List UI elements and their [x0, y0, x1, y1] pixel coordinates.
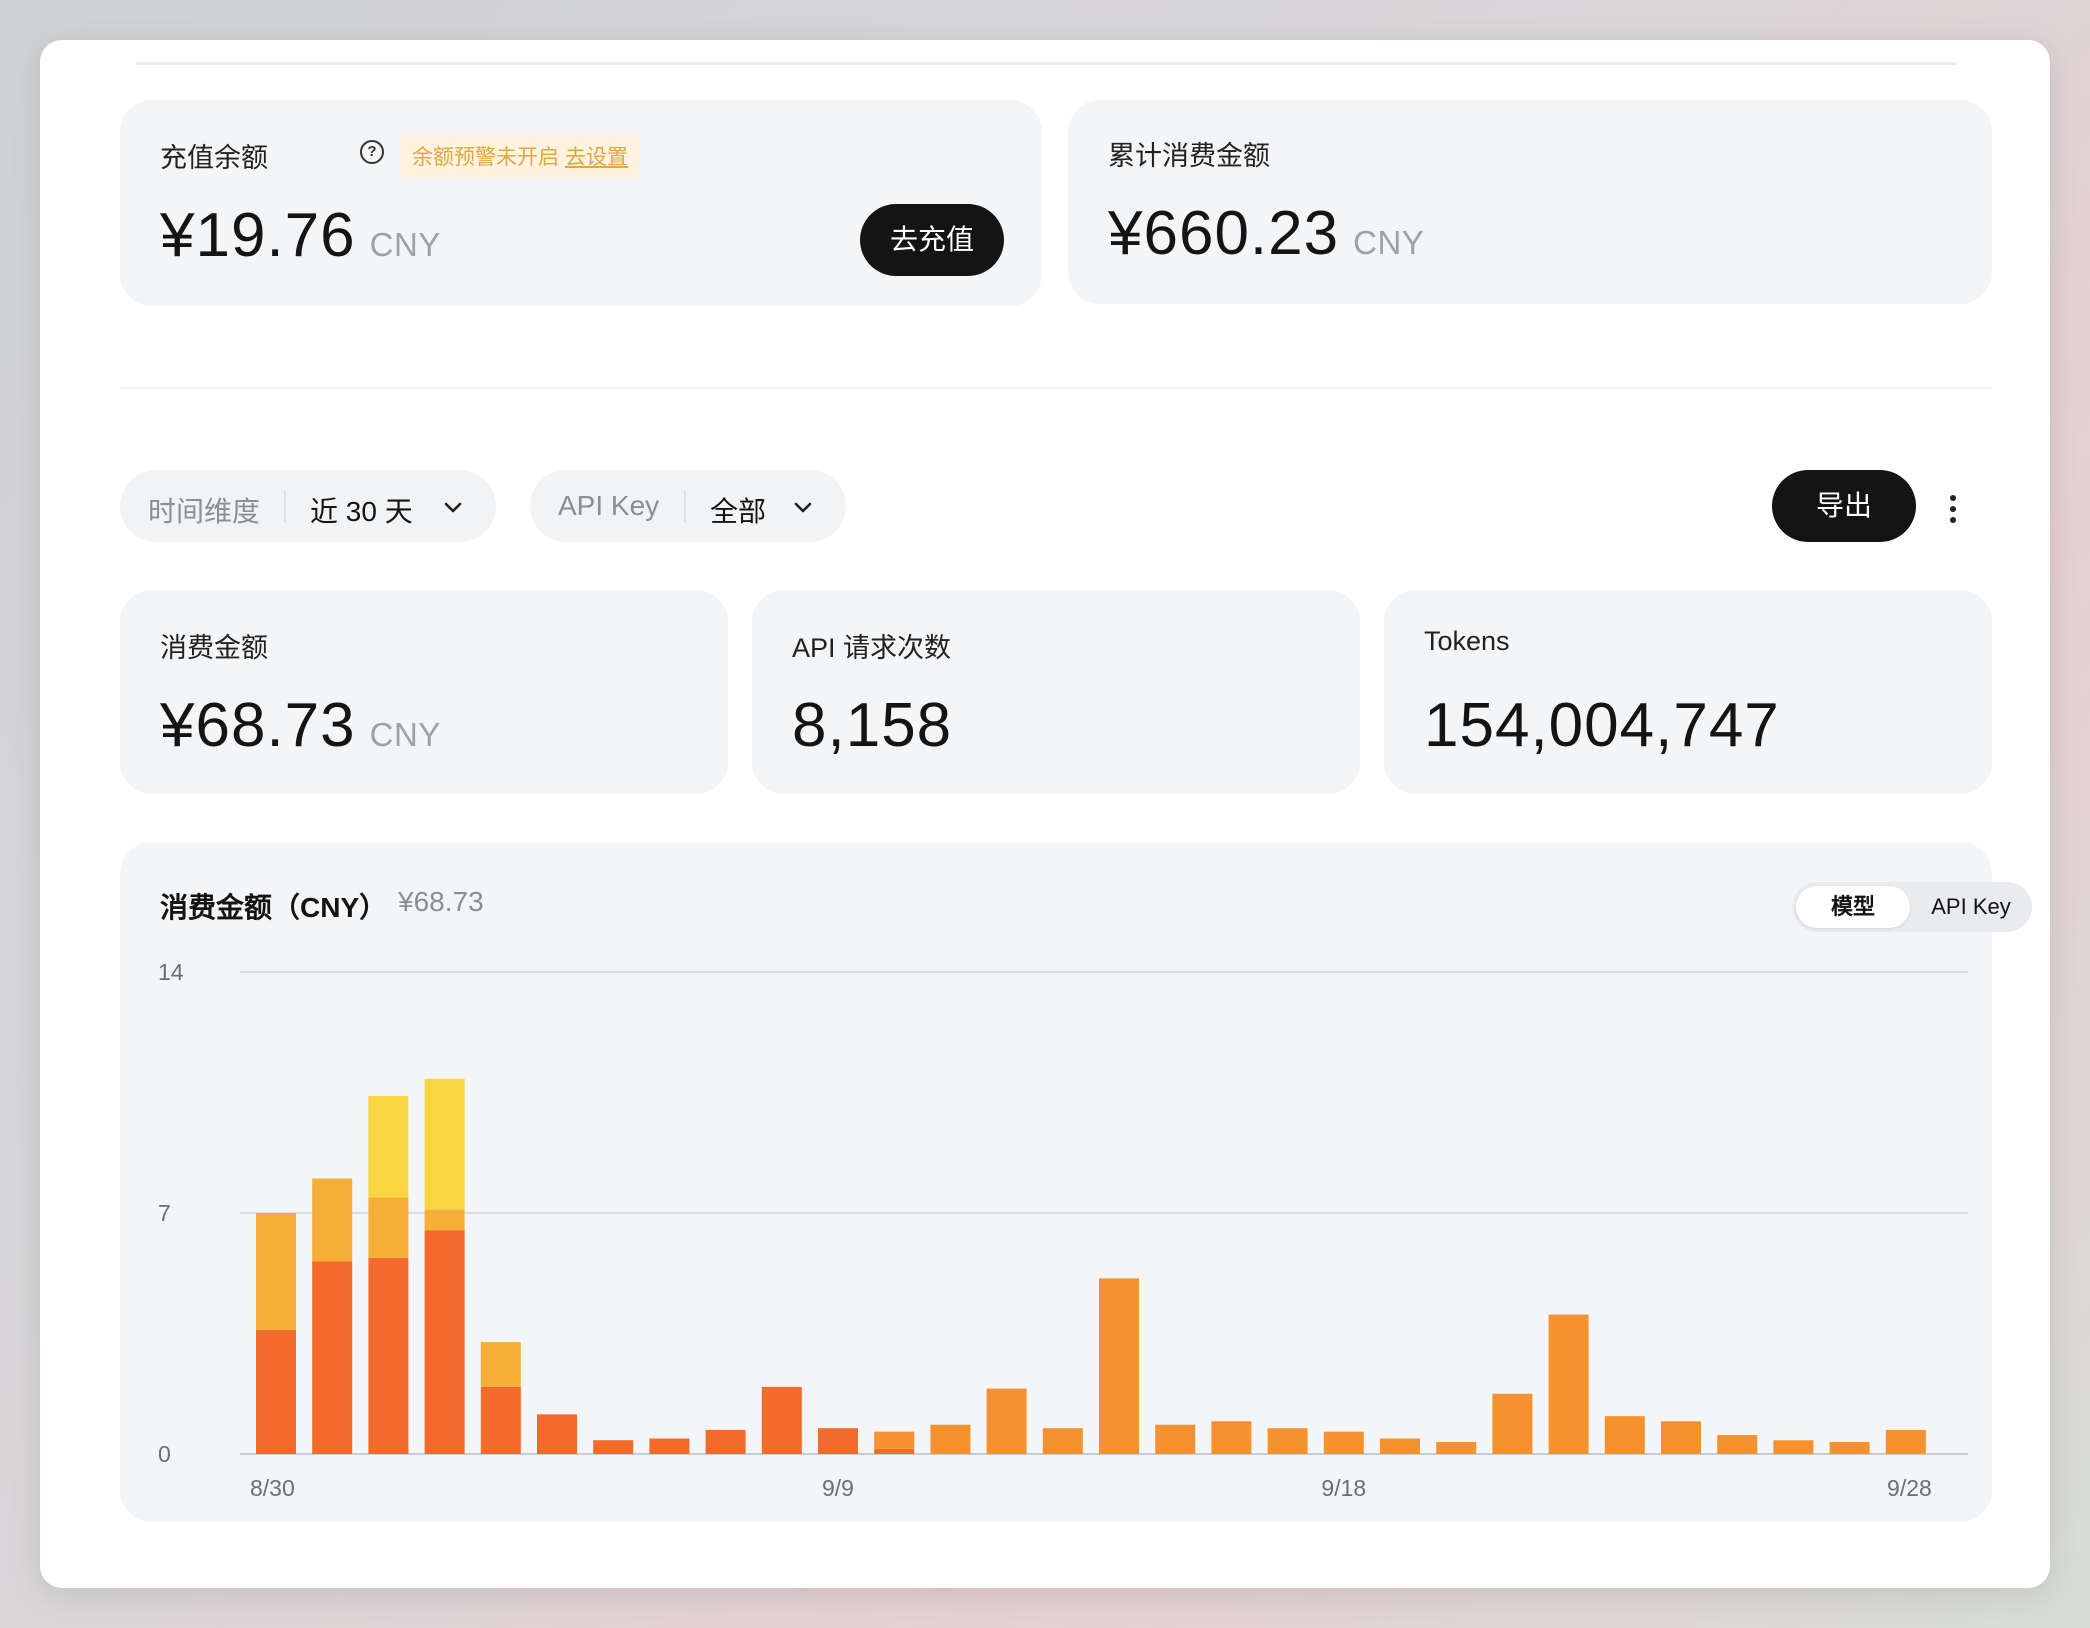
bar-segment[interactable]	[1885, 1429, 1926, 1454]
total-spend-amount: ¥660.23 CNY	[1108, 198, 1424, 269]
balance-amount: ¥19.76 CNY	[160, 200, 441, 271]
app-window: 充值余额 ? 余额预警未开启 去设置 ¥19.76 CNY 去充值 累计消费金额 ¥…	[40, 40, 2050, 1588]
toggle-model[interactable]: 模型	[1796, 886, 1910, 928]
bar-segment[interactable]	[368, 1197, 409, 1258]
bar-segment[interactable]	[1267, 1428, 1308, 1454]
requests-stat-card: API 请求次数 8,158	[752, 590, 1360, 794]
bar-segment[interactable]	[705, 1429, 746, 1454]
bar-segment[interactable]	[986, 1388, 1027, 1454]
y-tick-label: 7	[158, 1200, 171, 1226]
y-tick-label: 0	[158, 1441, 171, 1467]
more-options-icon[interactable]	[1950, 495, 1958, 528]
bar-segment[interactable]	[1380, 1438, 1420, 1454]
bar-segment[interactable]	[1773, 1440, 1814, 1454]
bar-segment[interactable]	[1211, 1421, 1252, 1454]
bar-segment[interactable]	[424, 1209, 465, 1231]
total-spend-value: ¥660.23	[1108, 199, 1340, 268]
api-key-value: 全部	[710, 496, 767, 527]
total-spend-unit: CNY	[1353, 224, 1425, 261]
api-key-separator	[684, 490, 686, 522]
bar-segment[interactable]	[1155, 1424, 1196, 1454]
total-spend-label: 累计消费金额	[1108, 141, 1270, 171]
bar-segment[interactable]	[1436, 1441, 1477, 1454]
spend-stat-amount: ¥68.73 CNY	[160, 690, 441, 761]
time-range-value: 近 30 天	[310, 496, 413, 527]
y-tick-label: 14	[158, 959, 184, 985]
spend-chart-card: 消费金额（CNY） ¥68.73 模型 API Key 0 7 14 8/30 9/9 9…	[120, 842, 2032, 1522]
bar-segment[interactable]	[1492, 1393, 1533, 1454]
chevron-down-icon	[444, 502, 462, 513]
bar-segment[interactable]	[1661, 1421, 1701, 1454]
warning-text: 余额预警未开启	[412, 146, 559, 169]
tokens-stat-card: Tokens 154,004,747	[1384, 590, 1992, 794]
bar-segment[interactable]	[818, 1428, 858, 1454]
requests-stat-label: API 请求次数	[792, 633, 952, 663]
warning-settings-link[interactable]: 去设置	[565, 146, 628, 169]
requests-stat-value: 8,158	[792, 691, 953, 760]
bar-segment[interactable]	[537, 1414, 577, 1454]
recharge-button[interactable]: 去充值	[860, 204, 1004, 276]
bar-segment[interactable]	[1323, 1431, 1364, 1454]
bar-segment[interactable]	[256, 1213, 296, 1331]
api-key-select[interactable]: API Key 全部	[530, 470, 846, 542]
spend-stat-label: 消费金额	[160, 633, 268, 663]
bar-segment[interactable]	[874, 1431, 915, 1449]
export-button[interactable]: 导出	[1772, 470, 1916, 542]
bar-segment[interactable]	[1717, 1435, 1758, 1454]
group-by-toggle: 模型 API Key	[1792, 882, 2032, 932]
balance-unit: CNY	[369, 226, 441, 263]
x-tick-label: 9/9	[822, 1475, 854, 1501]
x-tick-label: 9/28	[1887, 1475, 1932, 1501]
bar-segment[interactable]	[312, 1261, 353, 1454]
balance-card: 充值余额 ? 余额预警未开启 去设置 ¥19.76 CNY 去充值	[120, 100, 1042, 306]
bar-segment[interactable]	[312, 1178, 353, 1262]
x-tick-label: 9/18	[1321, 1475, 1366, 1501]
time-range-label: 时间维度	[148, 496, 261, 527]
spend-stat-value: ¥68.73	[160, 691, 356, 760]
bar-segment[interactable]	[424, 1230, 465, 1454]
balance-value: ¥19.76	[160, 201, 356, 270]
toggle-api-key[interactable]: API Key	[1931, 894, 2011, 919]
chart-title: 消费金额（CNY）	[160, 892, 388, 923]
bar-segment[interactable]	[874, 1448, 915, 1454]
bar-segment[interactable]	[368, 1095, 409, 1198]
bar-segment[interactable]	[649, 1438, 690, 1454]
bar-segment[interactable]	[368, 1257, 409, 1454]
bar-segment[interactable]	[480, 1342, 521, 1387]
spend-stat-unit: CNY	[369, 716, 441, 753]
tokens-stat-value: 154,004,747	[1424, 691, 1780, 760]
spend-bar-chart: 0 7 14 8/30 9/9 9/18 9/28	[158, 959, 1968, 1501]
top-divider	[136, 62, 1956, 65]
chart-total: ¥68.73	[398, 886, 484, 917]
bar-segment[interactable]	[930, 1424, 971, 1454]
bar-segment[interactable]	[424, 1078, 465, 1210]
bar-segment[interactable]	[480, 1386, 521, 1454]
x-tick-label: 8/30	[250, 1475, 295, 1501]
balance-warning-badge: 余额预警未开启 去设置	[400, 134, 640, 178]
bar-segment[interactable]	[1099, 1278, 1139, 1454]
bar-segment[interactable]	[1604, 1416, 1645, 1454]
bar-segment[interactable]	[1042, 1428, 1083, 1454]
total-spend-card: 累计消费金额 ¥660.23 CNY	[1068, 100, 1992, 304]
bar-segment[interactable]	[593, 1440, 634, 1454]
bar-segment[interactable]	[1548, 1314, 1589, 1454]
help-icon[interactable]: ?	[360, 140, 384, 164]
time-range-select[interactable]: 时间维度 近 30 天	[120, 470, 496, 542]
bar-segment[interactable]	[256, 1330, 296, 1454]
api-key-label: API Key	[558, 490, 660, 521]
section-divider	[120, 387, 1992, 389]
bar-segment[interactable]	[761, 1386, 802, 1454]
tokens-stat-label: Tokens	[1424, 626, 1510, 656]
time-range-separator	[284, 490, 286, 522]
spend-stat-card: 消费金额 ¥68.73 CNY	[120, 590, 728, 794]
bar-segment[interactable]	[1829, 1441, 1870, 1454]
chevron-down-icon	[794, 502, 812, 513]
balance-label: 充值余额	[160, 143, 268, 173]
